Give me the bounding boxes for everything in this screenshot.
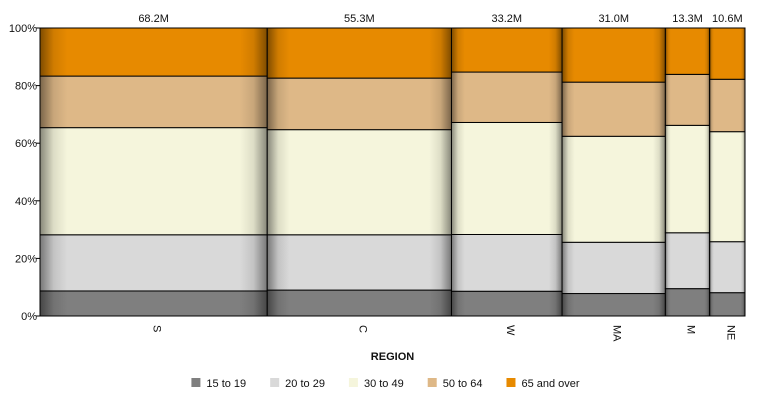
column-total-label: 68.2M: [138, 13, 169, 25]
bar-segment: [450, 290, 563, 317]
legend-swatch: [506, 378, 516, 387]
y-axis: 0% 20% 40% 60% 80% 100%: [9, 23, 41, 323]
bar-segment: [39, 127, 268, 236]
x-axis-title: REGION: [371, 351, 414, 363]
x-axis: S C W MA M NE: [40, 315, 745, 342]
legend: 15 to 19 20 to 29 30 to 49 50 to 64 65 and o…: [191, 378, 580, 390]
bar-segment: [266, 234, 452, 291]
bar-segment: [266, 289, 452, 317]
legend-label: 50 to 64: [443, 378, 483, 390]
bar-segment: [266, 27, 452, 79]
y-tick-label: 20%: [15, 253, 37, 265]
x-tick-label: MA: [611, 325, 623, 342]
bar-segment: [561, 27, 666, 83]
column-ne: [709, 27, 746, 317]
bar-segment: [664, 124, 711, 234]
column-s: [39, 27, 268, 317]
bar-segment: [39, 290, 268, 317]
column-total-label: 31.0M: [598, 13, 629, 25]
bar-segment: [709, 27, 746, 80]
legend-swatch: [270, 378, 280, 387]
legend-label: 20 to 29: [285, 378, 325, 390]
bar-segment: [709, 292, 746, 317]
legend-swatch: [348, 378, 358, 387]
bar-segment: [450, 71, 563, 123]
bar-segment: [266, 77, 452, 131]
y-tick-label: 80%: [15, 81, 37, 93]
legend-label: 65 and over: [521, 378, 579, 390]
column-total-label: 13.3M: [672, 13, 703, 25]
bar-segment: [39, 234, 268, 292]
y-tick-label: 60%: [15, 138, 37, 150]
legend-item: 50 to 64: [427, 378, 483, 390]
legend-label: 30 to 49: [364, 378, 404, 390]
column-ma: [561, 27, 666, 317]
bar-segment: [664, 27, 711, 75]
bar-segment: [39, 75, 268, 129]
column-m: [664, 27, 711, 317]
column-total-label: 33.2M: [491, 13, 522, 25]
y-tick-label: 100%: [9, 23, 37, 35]
bar-segment: [450, 233, 563, 292]
legend-item: 30 to 49: [348, 378, 404, 390]
x-tick-label: W: [504, 325, 516, 336]
column-w: [450, 27, 563, 317]
column-c: [266, 27, 452, 317]
bar-segment: [709, 131, 746, 243]
chart-columns: [39, 27, 746, 317]
x-tick-label: S: [151, 325, 163, 332]
bar-segment: [450, 27, 563, 73]
bar-segment: [561, 241, 666, 295]
bar-segment: [561, 135, 666, 243]
legend-item: 15 to 19: [191, 378, 246, 390]
bar-segment: [664, 73, 711, 126]
column-total-label: 10.6M: [712, 13, 743, 25]
legend-item: 20 to 29: [270, 378, 325, 390]
x-tick-label: C: [356, 325, 368, 333]
bar-segment: [664, 232, 711, 290]
bar-segment: [709, 241, 746, 294]
bar-segment: [266, 129, 452, 236]
x-tick-label: M: [685, 325, 697, 334]
bar-segment: [709, 78, 746, 133]
bar-segment: [664, 288, 711, 317]
legend-swatch: [191, 378, 201, 387]
legend-label: 15 to 19: [206, 378, 246, 390]
legend-item: 65 and over: [506, 378, 580, 390]
bar-segment: [450, 121, 563, 235]
y-tick-label: 0%: [21, 311, 37, 323]
y-tick-label: 40%: [15, 196, 37, 208]
bar-segment: [561, 81, 666, 137]
x-tick-label: NE: [724, 325, 736, 340]
column-total-labels: 68.2M 55.3M 33.2M 31.0M 13.3M 10.6M: [138, 13, 742, 25]
bar-segment: [561, 293, 666, 317]
legend-swatch: [427, 378, 437, 387]
column-total-label: 55.3M: [344, 13, 375, 25]
bar-segment: [39, 27, 268, 77]
